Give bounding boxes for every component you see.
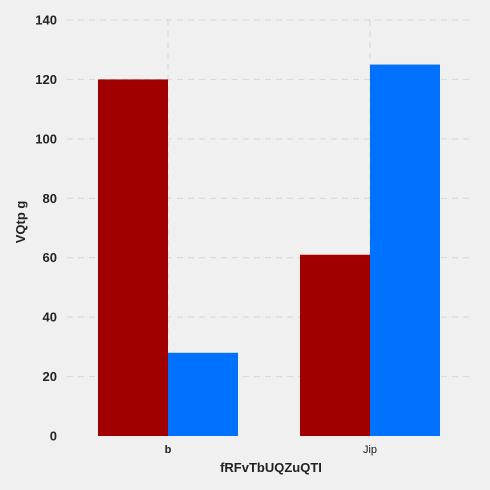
y-tick-label: 100 xyxy=(35,131,57,146)
y-axis-title: VQtp g xyxy=(13,201,28,244)
y-tick-label: 40 xyxy=(43,310,57,325)
x-tick-label: b xyxy=(165,444,172,456)
bar-b-series-1 xyxy=(98,79,168,436)
bars xyxy=(98,64,440,437)
bar-Jip-series-1 xyxy=(300,254,370,436)
y-tick-label: 80 xyxy=(43,191,57,206)
x-tick-labels: b Jip xyxy=(165,444,377,456)
y-tick-label: 140 xyxy=(35,13,57,28)
y-tick-label: 20 xyxy=(43,369,57,384)
x-axis-title: fRFvTbUQZuQTI xyxy=(220,460,322,475)
y-tick-label: 0 xyxy=(50,429,57,444)
bar-b-series-2 xyxy=(168,352,238,436)
bar-Jip-series-2 xyxy=(370,64,440,437)
y-tick-label: 60 xyxy=(43,250,57,265)
y-tick-label: 120 xyxy=(35,72,57,87)
y-tick-labels: 0 20 40 60 80 100 120 140 xyxy=(35,13,57,444)
x-tick-label: Jip xyxy=(363,444,377,456)
